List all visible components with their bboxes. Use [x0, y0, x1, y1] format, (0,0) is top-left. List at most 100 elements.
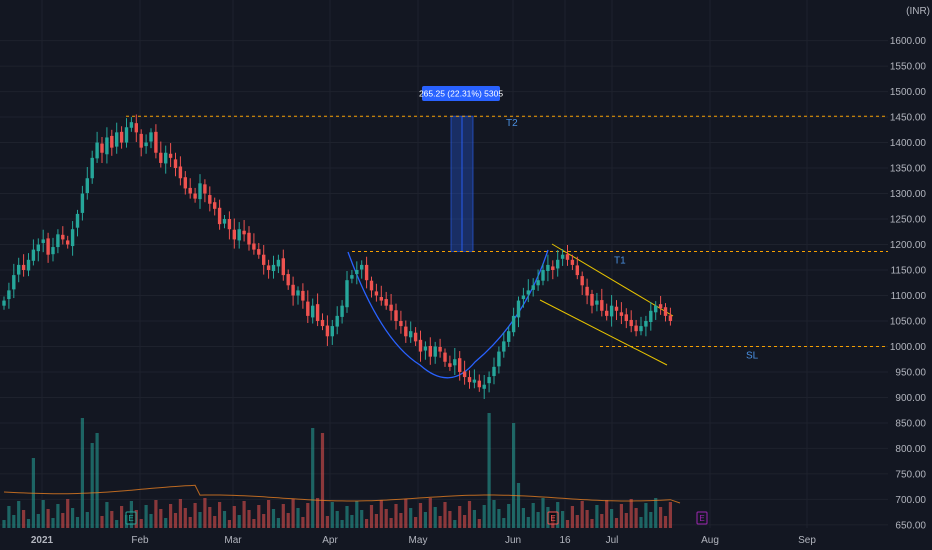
candle[interactable]	[90, 150, 94, 184]
candle[interactable]	[609, 294, 614, 327]
candle[interactable]	[315, 293, 320, 327]
candle[interactable]	[384, 291, 388, 310]
candle[interactable]	[556, 250, 560, 277]
price-axis[interactable]: 650.00 700.00 750.00 800.00 850.00 900.00 950.…	[888, 0, 932, 550]
candle[interactable]	[511, 307, 516, 337]
candle[interactable]	[487, 371, 491, 393]
candle[interactable]	[521, 287, 526, 308]
candle[interactable]	[320, 313, 325, 331]
candle[interactable]	[164, 145, 168, 174]
candle[interactable]	[389, 293, 393, 321]
candle[interactable]	[595, 292, 599, 312]
candle[interactable]	[355, 261, 359, 285]
candle[interactable]	[276, 254, 281, 274]
candle[interactable]	[477, 374, 481, 392]
candle[interactable]	[605, 303, 609, 321]
candle[interactable]	[2, 296, 6, 310]
candle[interactable]	[580, 271, 584, 295]
candle[interactable]	[467, 370, 472, 389]
candle[interactable]	[629, 310, 633, 333]
candle[interactable]	[41, 229, 45, 253]
candle[interactable]	[149, 128, 153, 149]
candle[interactable]	[433, 341, 437, 364]
candle[interactable]	[115, 122, 119, 154]
candle[interactable]	[296, 286, 300, 305]
candle[interactable]	[306, 290, 310, 324]
candle[interactable]	[644, 315, 648, 337]
candle[interactable]	[301, 283, 305, 309]
candle[interactable]	[360, 260, 364, 279]
candle[interactable]	[168, 143, 173, 168]
candle[interactable]	[585, 278, 589, 305]
candle[interactable]	[570, 254, 575, 270]
candle[interactable]	[31, 239, 36, 266]
candle[interactable]	[423, 341, 428, 360]
candle[interactable]	[291, 276, 295, 306]
candle[interactable]	[237, 222, 241, 249]
candle[interactable]	[428, 337, 432, 365]
candle[interactable]	[21, 254, 26, 277]
candle[interactable]	[531, 278, 535, 297]
candle[interactable]	[12, 263, 16, 299]
candle[interactable]	[624, 308, 628, 329]
candle[interactable]	[350, 270, 354, 284]
candle[interactable]	[66, 235, 70, 249]
candle[interactable]	[154, 124, 158, 159]
candle[interactable]	[178, 156, 183, 186]
candle[interactable]	[119, 126, 124, 149]
candle[interactable]	[546, 254, 550, 282]
candle[interactable]	[462, 360, 467, 385]
candle[interactable]	[526, 279, 530, 303]
candle[interactable]	[590, 289, 594, 314]
candle[interactable]	[124, 118, 129, 148]
candle[interactable]	[311, 298, 315, 324]
candle[interactable]	[658, 296, 663, 315]
candle[interactable]	[668, 307, 673, 326]
measure-box[interactable]: 265.25 (22.31%) 5305	[419, 86, 503, 253]
candle[interactable]	[560, 249, 565, 266]
candle[interactable]	[649, 302, 653, 331]
candle[interactable]	[80, 185, 85, 221]
candle[interactable]	[56, 229, 60, 254]
candle[interactable]	[105, 127, 109, 164]
candle[interactable]	[61, 226, 65, 245]
candle[interactable]	[458, 351, 462, 381]
candle[interactable]	[213, 197, 217, 216]
candle[interactable]	[217, 199, 222, 230]
candle[interactable]	[227, 211, 232, 240]
time-axis[interactable]: 2021 Feb Mar Apr May Jun 16 Jul Aug Sep	[31, 535, 816, 546]
candle[interactable]	[394, 303, 398, 330]
earnings-marker[interactable]: E	[547, 511, 559, 525]
candle[interactable]	[516, 296, 521, 328]
candle[interactable]	[536, 269, 540, 291]
cup-curve[interactable]	[347, 249, 549, 379]
candle[interactable]	[399, 310, 403, 334]
candle[interactable]	[183, 171, 187, 195]
candle[interactable]	[619, 302, 624, 325]
candle[interactable]	[418, 330, 423, 362]
candle[interactable]	[639, 316, 643, 336]
candle[interactable]	[51, 237, 55, 262]
candle[interactable]	[443, 348, 447, 367]
candle[interactable]	[541, 263, 545, 286]
candle[interactable]	[369, 276, 374, 298]
candle[interactable]	[85, 167, 89, 200]
candle[interactable]	[551, 260, 555, 280]
candle[interactable]	[26, 253, 31, 277]
candle[interactable]	[453, 348, 457, 376]
candle[interactable]	[159, 141, 163, 168]
candle[interactable]	[335, 306, 339, 335]
candle[interactable]	[7, 282, 11, 309]
candle[interactable]	[262, 245, 266, 275]
candle[interactable]	[144, 134, 148, 154]
candle[interactable]	[330, 319, 334, 345]
candle[interactable]	[188, 178, 192, 199]
candle[interactable]	[663, 303, 668, 322]
candle[interactable]	[654, 301, 658, 320]
candle[interactable]	[257, 242, 261, 259]
candle[interactable]	[247, 226, 251, 251]
candle[interactable]	[614, 300, 619, 320]
candle[interactable]	[193, 187, 197, 203]
candle[interactable]	[139, 129, 143, 157]
